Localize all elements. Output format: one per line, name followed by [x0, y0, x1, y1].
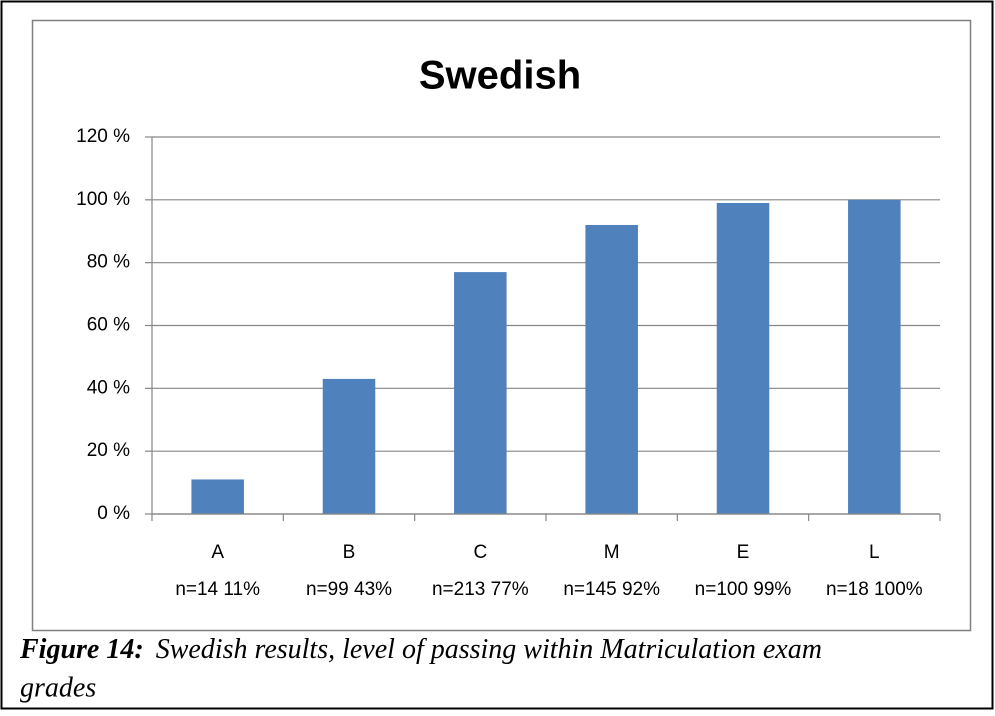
caption-text: grades — [20, 672, 96, 703]
bar — [322, 378, 376, 514]
bar — [191, 479, 244, 514]
x-tick-label: A — [211, 542, 224, 563]
y-tick-label: 0 % — [97, 503, 130, 524]
caption-label: Figure 14: — [19, 634, 144, 665]
bar — [848, 199, 901, 515]
x-tick-label: n=213 77% — [432, 579, 529, 600]
x-tick-label: n=14 11% — [175, 579, 260, 600]
x-tick-label: n=145 92% — [563, 579, 660, 600]
y-tick-label: 20 % — [87, 440, 130, 461]
x-tick-label: L — [869, 542, 880, 563]
x-tick-label: E — [737, 542, 750, 563]
y-tick-label: 100 % — [76, 189, 130, 210]
x-tick-label: B — [343, 542, 356, 563]
x-tick-label: M — [604, 542, 620, 563]
bar — [585, 224, 638, 514]
caption: Figure 14: Swedish results, level of pass… — [19, 634, 822, 665]
bar — [454, 272, 507, 514]
bar — [716, 202, 770, 514]
y-tick-label: 80 % — [87, 252, 130, 273]
x-tick-label: C — [473, 542, 487, 563]
y-tick-label: 120 % — [76, 126, 130, 147]
y-tick-label: 60 % — [87, 315, 130, 336]
y-tick-label: 40 % — [87, 377, 130, 398]
chart-title: Swedish — [419, 54, 581, 98]
x-tick-label: n=100 99% — [695, 579, 792, 600]
x-tick-label: n=99 43% — [306, 579, 392, 600]
x-tick-label: n=18 100% — [826, 579, 923, 600]
caption-text: Swedish results, level of passing within… — [156, 634, 822, 665]
